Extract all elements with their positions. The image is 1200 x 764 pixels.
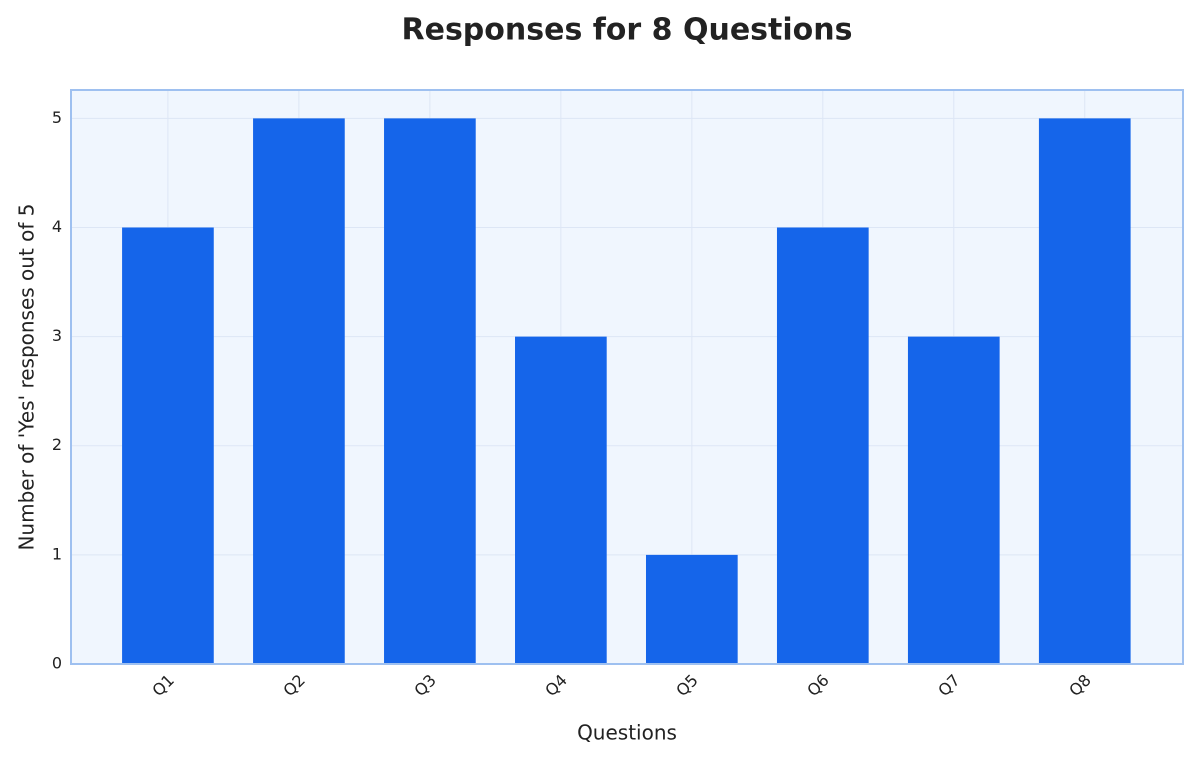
y-tick-label: 1	[52, 544, 62, 563]
bar	[515, 336, 607, 664]
x-tick-label: Q5	[672, 671, 702, 701]
x-tick-label: Q3	[410, 671, 440, 701]
x-axis-label: Questions	[577, 721, 677, 745]
x-tick-label: Q8	[1065, 671, 1095, 701]
bar	[384, 118, 476, 665]
plot-area	[71, 90, 1183, 664]
x-tick-label: Q6	[803, 671, 833, 701]
x-tick-label: Q2	[279, 671, 309, 701]
bar	[1038, 118, 1131, 665]
y-tick-label: 3	[52, 326, 62, 345]
y-axis-label: Number of 'Yes' responses out of 5	[15, 203, 39, 550]
chart-title: Responses for 8 Questions	[402, 13, 853, 48]
x-tick-label: Q7	[934, 671, 964, 701]
bar	[776, 227, 869, 664]
x-tick-label: Q1	[148, 671, 178, 701]
y-tick-label: 0	[52, 654, 62, 673]
bar	[253, 118, 345, 665]
bar	[122, 227, 214, 664]
bar	[645, 554, 738, 664]
plot-border	[70, 89, 1184, 665]
bar	[907, 336, 1000, 664]
y-tick-label: 5	[52, 108, 62, 127]
x-tick-label: Q4	[541, 671, 571, 701]
y-tick-label: 2	[52, 435, 62, 454]
y-tick-label: 4	[52, 217, 62, 236]
